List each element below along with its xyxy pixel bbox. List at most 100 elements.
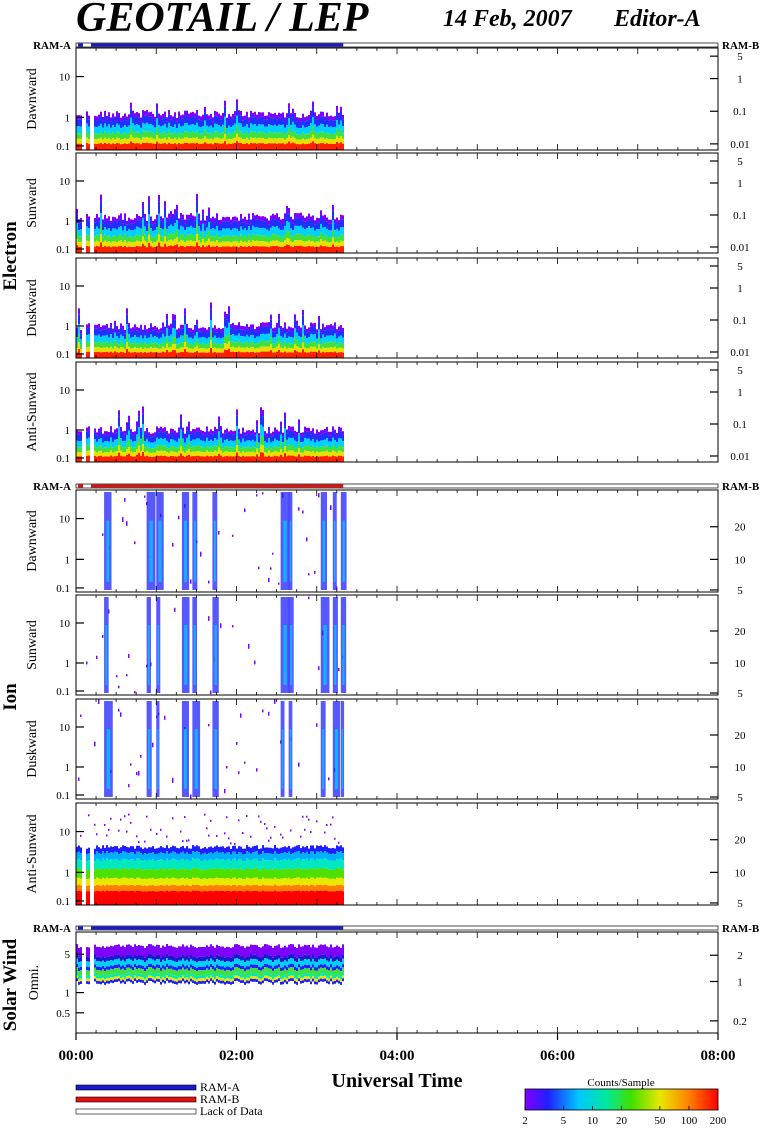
y-tick-label-left: 10 — [59, 514, 71, 526]
y-tick-label-left: 5 — [65, 949, 71, 961]
mode-bar-fill — [78, 43, 83, 47]
y-tick-label-left: 10 — [59, 385, 71, 397]
mode-bar-label-left: RAM-A — [33, 923, 71, 935]
axes-layer: RAM-A RAM-B Electron Dawnward 10 1 0.1 5 1 0.1 0.0… — [0, 40, 760, 1034]
colorbar-ticks: 2 5 10 20 50 100 200 — [522, 1106, 727, 1127]
y-tick-label-left: 0.1 — [56, 453, 70, 465]
mode-bar-label-right: RAM-B — [722, 40, 760, 52]
mode-bar-frame — [75, 483, 719, 489]
colorbar-title: Counts/Sample — [587, 1077, 654, 1089]
y-tick-label-right: 20 — [735, 626, 747, 638]
x-axis: 00:00 02:00 04:00 06:00 08:00 — [59, 1032, 736, 1064]
spectrogram-electron-duskward — [76, 302, 344, 358]
y-tick-label-left: 1 — [65, 321, 71, 333]
panel-background — [76, 490, 718, 592]
mode-bar-fill — [91, 484, 344, 488]
spectrogram-ion-anti-sunward — [76, 813, 344, 905]
spectrogram-solar-wind-omni- — [76, 944, 344, 985]
y-tick-label-left: 1 — [65, 867, 71, 879]
y-tick-label-left: 0.1 — [56, 790, 70, 802]
group-label: Electron — [0, 221, 21, 291]
y-tick-label-left: 10 — [59, 281, 71, 293]
y-tick-label-right: 5 — [737, 261, 743, 273]
legend-label-ram-a: RAM-A — [200, 1080, 240, 1094]
mode-bar-label-right: RAM-B — [722, 923, 760, 935]
x-axis-label: Universal Time — [332, 1070, 463, 1092]
panel-label: Anti-Sunward — [25, 372, 40, 451]
colorbar-tick-label: 50 — [654, 1115, 666, 1127]
mode-bar-label-left: RAM-A — [33, 40, 71, 52]
mode-bar-fill — [91, 43, 344, 47]
y-tick-label-right: 1 — [737, 976, 743, 988]
y-tick-label-left: 0.1 — [56, 896, 70, 908]
colorbar: Counts/Sample 2 5 10 20 50 100 200 — [522, 1077, 727, 1127]
y-tick-label-left: 0.1 — [56, 141, 70, 153]
y-tick-label-right: 1 — [737, 178, 743, 190]
y-tick-label-left: 10 — [59, 722, 71, 734]
y-tick-label-right: 5 — [737, 365, 743, 377]
y-tick-label-left: 1 — [65, 425, 71, 437]
y-tick-label-right: 0.1 — [733, 315, 747, 327]
mode-bar-label-left: RAM-A — [33, 481, 71, 493]
colorbar-tick-label: 2 — [522, 1115, 528, 1127]
group-label: Solar Wind — [0, 938, 21, 1031]
y-tick-label-right: 0.01 — [730, 242, 749, 254]
y-tick-label-right: 2 — [737, 950, 743, 962]
y-tick-label-left: 1 — [65, 762, 71, 774]
mode-bar-label-right: RAM-B — [722, 481, 760, 493]
spectrogram-ion-duskward — [78, 699, 345, 799]
colorbar-tick-label: 10 — [587, 1115, 599, 1127]
y-tick-label-right: 10 — [735, 762, 747, 774]
y-tick-label-right: 0.1 — [733, 210, 747, 222]
mode-bar-frame — [75, 42, 719, 48]
x-tick-label: 00:00 — [59, 1048, 94, 1064]
y-tick-label-right: 20 — [735, 730, 747, 742]
colorbar-tick-label: 100 — [681, 1115, 698, 1127]
y-tick-label-right: 1 — [737, 283, 743, 295]
spectrogram-electron-sunward — [76, 193, 344, 253]
mode-legend: RAM-A RAM-B Lack of Data — [75, 1080, 263, 1118]
mode-bar-fill — [91, 926, 344, 930]
y-tick-label-right: 5 — [737, 51, 743, 63]
x-tick-label: 02:00 — [219, 1048, 254, 1064]
legend-swatch-ram-a — [75, 1084, 197, 1091]
spectrogram-electron-anti-sunward — [76, 406, 344, 462]
figure-title: GEOTAIL / LEP — [76, 0, 369, 41]
mode-bar-fill — [78, 484, 83, 488]
figure-date: 14 Feb, 2007 — [443, 6, 573, 32]
y-tick-label-left: 1 — [65, 658, 71, 670]
colorbar-tick-label: 20 — [616, 1115, 628, 1127]
panel-label: Duskward — [25, 720, 40, 778]
y-tick-label-right: 0.01 — [730, 451, 749, 463]
panel-background — [76, 699, 718, 799]
y-tick-label-right: 10 — [735, 554, 747, 566]
y-tick-label-right: 10 — [735, 867, 747, 879]
mode-bar-fill — [78, 926, 83, 930]
y-tick-label-right: 0.01 — [730, 139, 749, 151]
legend-swatch-lack — [75, 1108, 197, 1115]
legend-label-lack: Lack of Data — [200, 1104, 263, 1118]
panel-background — [76, 595, 718, 695]
y-tick-label-left: 1 — [65, 112, 71, 124]
spectra-layer — [76, 99, 347, 985]
y-tick-label-right: 5 — [737, 156, 743, 168]
y-tick-label-right: 1 — [737, 74, 743, 86]
panel-label: Duskward — [25, 279, 40, 337]
y-tick-label-right: 0.1 — [733, 419, 747, 431]
panel-label: Anti-Sunward — [25, 814, 40, 893]
y-tick-label-left: 10 — [59, 827, 71, 839]
mode-bar-frame — [75, 925, 719, 931]
y-tick-label-right: 20 — [735, 835, 747, 847]
y-tick-label-right: 0.1 — [733, 106, 747, 118]
y-tick-label-left: 1 — [65, 988, 71, 1000]
y-tick-label-left: 0.5 — [56, 1008, 70, 1020]
legend-swatch-ram-b — [75, 1096, 197, 1103]
y-tick-label-left: 0.1 — [56, 244, 70, 256]
y-tick-label-right: 5 — [737, 688, 743, 700]
y-tick-label-left: 10 — [59, 618, 71, 630]
spectrogram-ion-dawnward — [102, 492, 347, 590]
panel-label: Dawnward — [25, 68, 40, 129]
y-tick-label-right: 0.2 — [733, 1016, 747, 1028]
y-tick-label-right: 5 — [737, 792, 743, 804]
